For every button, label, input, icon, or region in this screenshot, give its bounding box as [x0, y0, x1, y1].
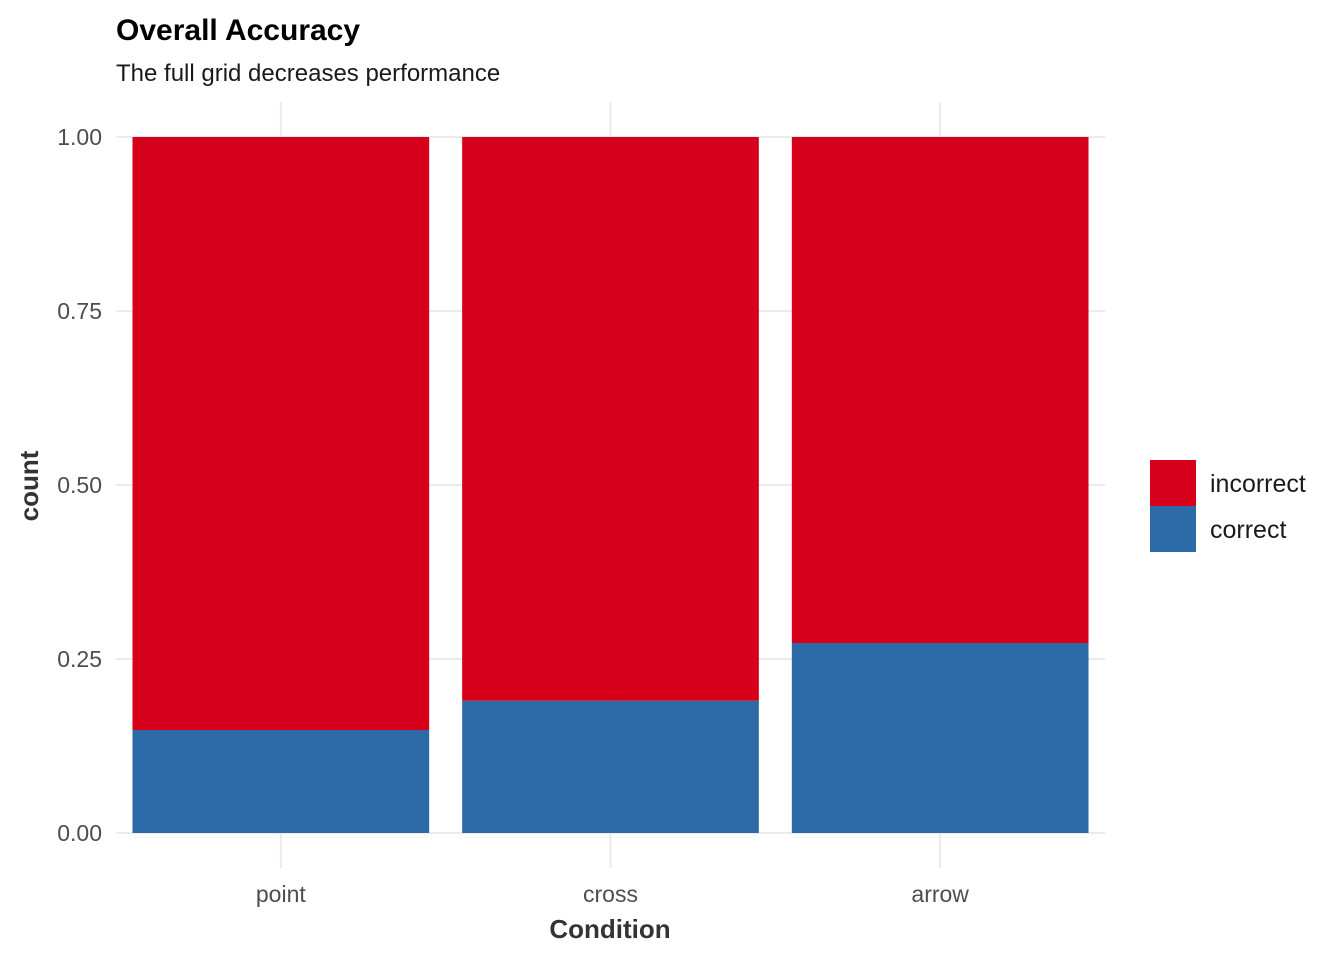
y-tick-label: 0.25: [57, 646, 102, 672]
x-tick-label: arrow: [911, 881, 969, 907]
bar-cross-incorrect: [462, 137, 759, 701]
bar-arrow-correct: [791, 642, 1089, 833]
bars-layer: [132, 137, 1089, 833]
legend-key-incorrect: [1150, 460, 1196, 506]
x-tick-label: point: [256, 881, 306, 907]
legend: incorrect correct: [1150, 460, 1306, 552]
legend-label-correct: correct: [1210, 516, 1286, 544]
bar-cross-correct: [462, 700, 759, 833]
x-axis-title: Condition: [549, 914, 670, 944]
x-tick-label: cross: [583, 881, 638, 907]
y-tick-label: 0.00: [57, 820, 102, 846]
y-axis-ticks: 0.00 0.25 0.50 0.75 1.00: [57, 124, 102, 846]
chart-title: Overall Accuracy: [116, 14, 360, 47]
y-axis-title: count: [14, 450, 44, 521]
bar-arrow-incorrect: [791, 137, 1089, 643]
y-tick-label: 1.00: [57, 124, 102, 150]
legend-label-incorrect: incorrect: [1210, 470, 1306, 498]
y-tick-label: 0.50: [57, 472, 102, 498]
x-axis-ticks: point cross arrow: [256, 881, 969, 907]
chart-subtitle: The full grid decreases performance: [116, 60, 500, 87]
legend-key-correct: [1150, 506, 1196, 552]
bar-point-incorrect: [132, 137, 430, 730]
y-tick-label: 0.75: [57, 298, 102, 324]
bar-point-correct: [132, 729, 430, 833]
